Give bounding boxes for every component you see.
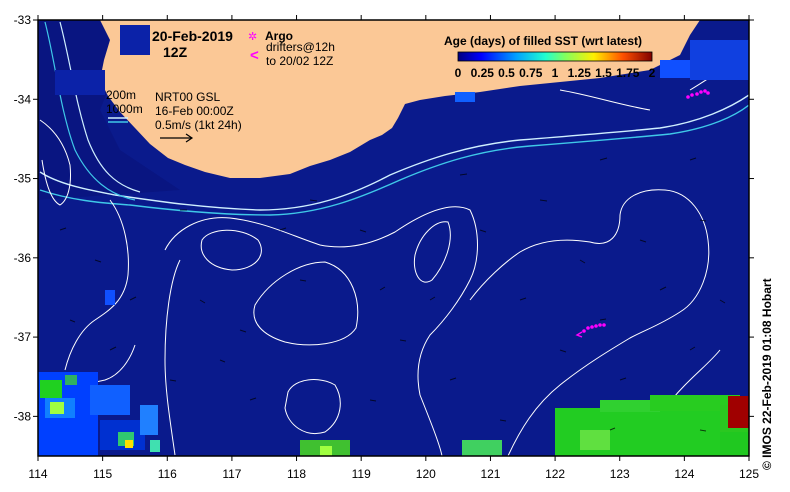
colorbar: [457, 51, 653, 62]
x-axis: 114 115 116 117 118 119 120 121 122 123 124 125: [28, 15, 759, 481]
x-tick-label: 116: [158, 467, 177, 481]
colorbar-title: Age (days) of filled SST (wrt latest): [444, 34, 642, 48]
x-tick-label: 115: [93, 467, 112, 481]
x-tick-label: 124: [674, 467, 694, 481]
y-tick-label: -37: [14, 330, 32, 344]
colorbar-ticks: 0 0.25 0.5 0.75 1 1.25 1.5 1.75 2: [455, 66, 656, 80]
product-name: NRT00 GSL: [155, 90, 220, 104]
colorbar-tick-label: 1.25: [568, 66, 592, 80]
drifters-date-label: to 20/02 12Z: [266, 54, 333, 68]
x-tick-label: 120: [416, 467, 436, 481]
colorbar-tick-label: 1.75: [616, 66, 640, 80]
product-date: 16-Feb 00:00Z: [155, 104, 234, 118]
x-tick-label: 119: [352, 467, 371, 481]
x-tick-label: 121: [480, 467, 500, 481]
x-tick-label: 117: [222, 467, 241, 481]
sst-age-patches: [38, 25, 749, 456]
velocity-scale-arrow: [160, 133, 194, 143]
argo-label: Argo: [265, 29, 293, 43]
colorbar-tick-label: 0.25: [471, 66, 495, 80]
drifter-tracks: [575, 89, 710, 338]
y-tick-label: -38: [14, 409, 32, 423]
colorbar-tick-label: 1.5: [595, 66, 612, 80]
current-arrows: [59, 157, 726, 432]
isobath-200m-label: 200m: [106, 88, 136, 102]
colorbar-tick-label: 1: [552, 66, 559, 80]
argo-star-icon: ✲: [248, 31, 257, 43]
x-tick-label: 125: [739, 467, 759, 481]
ocean-shade: [38, 20, 180, 200]
drifters-label: drifters@12h: [266, 40, 335, 54]
colorbar-tick-label: 0.5: [498, 66, 515, 80]
y-tick-label: -33: [14, 13, 32, 27]
velocity-scale-label: 0.5m/s (1kt 24h): [155, 118, 242, 132]
x-tick-label: 114: [28, 467, 47, 481]
colorbar-tick-label: 0: [455, 66, 462, 80]
y-tick-label: -34: [14, 92, 32, 106]
y-axis: -33 -34 -35 -36 -37 -38: [14, 13, 754, 423]
isobath-1000m: [39, 104, 749, 216]
x-tick-label: 122: [545, 467, 565, 481]
x-tick-label: 118: [287, 467, 306, 481]
isobath-200m: [39, 94, 749, 211]
x-tick-label: 123: [610, 467, 630, 481]
plot-frame: [37, 19, 750, 457]
credit-label: © IMOS 22-Feb-2019 01:08 Hobart: [760, 278, 774, 470]
drifter-arrow-icon: <: [250, 47, 259, 64]
colorbar-tick-label: 2: [649, 66, 656, 80]
date-label: 20-Feb-2019: [152, 28, 233, 44]
y-tick-label: -36: [14, 251, 32, 265]
time-label: 12Z: [163, 44, 188, 60]
colorbar-tick-label: 0.75: [519, 66, 543, 80]
isobath-1000m-label: 1000m: [106, 102, 143, 116]
y-tick-label: -35: [14, 172, 32, 186]
